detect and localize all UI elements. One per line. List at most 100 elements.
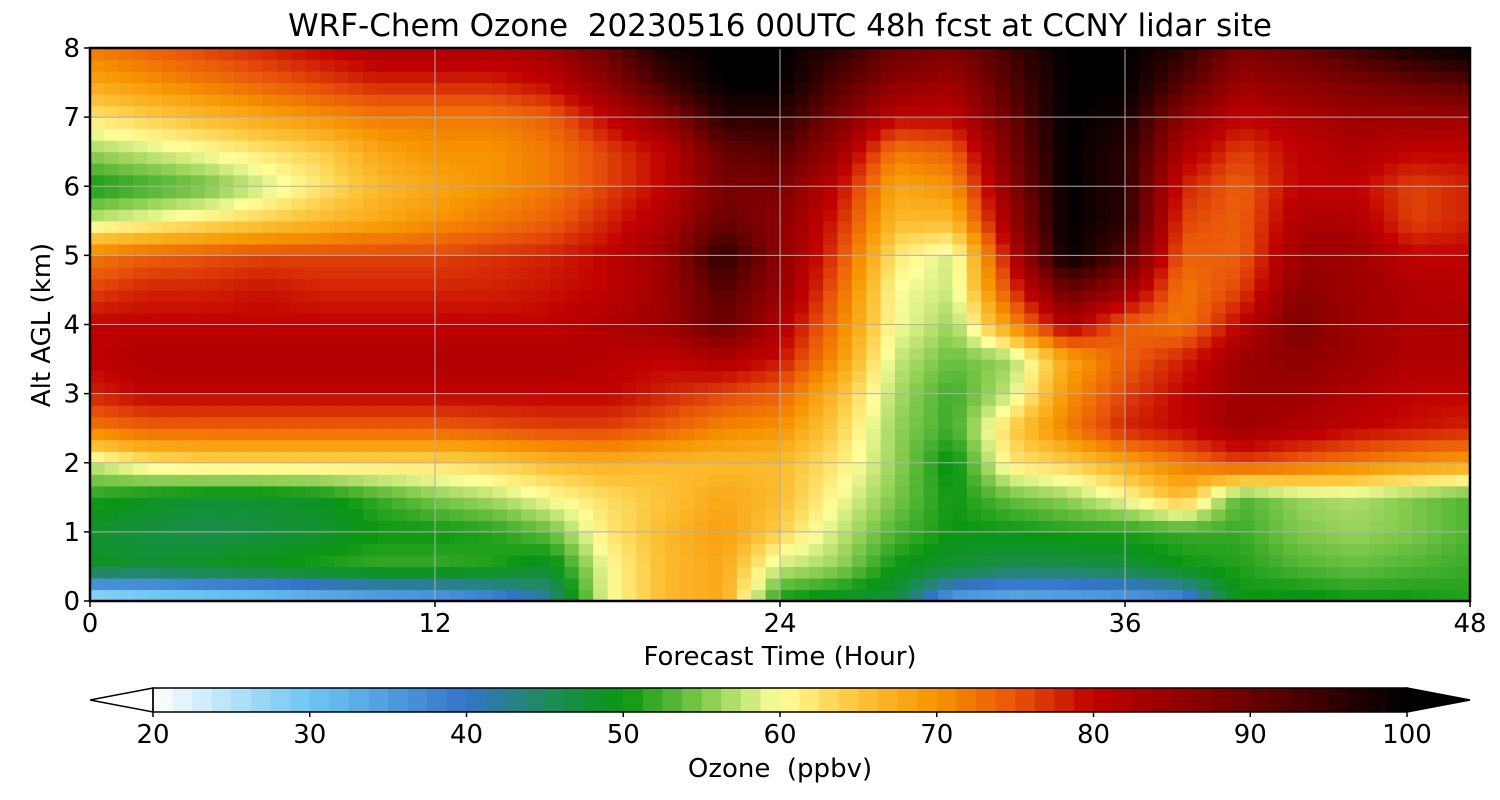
heatmap-cell bbox=[665, 128, 680, 141]
heatmap-cell bbox=[1182, 197, 1198, 210]
heatmap-cell bbox=[1455, 105, 1470, 118]
heatmap-cell bbox=[578, 439, 594, 452]
heatmap-cell bbox=[751, 336, 767, 349]
heatmap-cell bbox=[334, 393, 350, 406]
heatmap-cell bbox=[406, 117, 422, 130]
heatmap-cell bbox=[693, 577, 709, 591]
heatmap-cell bbox=[1268, 531, 1284, 544]
heatmap-cell bbox=[1038, 117, 1054, 130]
heatmap-cell bbox=[334, 266, 350, 280]
heatmap-cell bbox=[995, 140, 1011, 153]
heatmap-cell bbox=[851, 140, 867, 153]
heatmap-cell bbox=[1038, 347, 1054, 360]
heatmap-cell bbox=[1340, 59, 1356, 72]
heatmap-cell bbox=[1412, 174, 1428, 187]
heatmap-cell bbox=[377, 416, 393, 429]
heatmap-cell bbox=[363, 416, 379, 429]
heatmap-cell bbox=[104, 416, 120, 429]
heatmap-cell bbox=[147, 71, 163, 84]
heatmap-cell bbox=[262, 197, 278, 210]
heatmap-cell bbox=[621, 359, 637, 372]
y-tick-label: 1 bbox=[63, 518, 80, 548]
heatmap-cell bbox=[880, 416, 896, 429]
heatmap-cell bbox=[205, 209, 220, 222]
heatmap-cell bbox=[1125, 197, 1140, 210]
heatmap-cell bbox=[1426, 151, 1442, 164]
heatmap-cell bbox=[133, 451, 149, 464]
heatmap-cell bbox=[1311, 577, 1327, 591]
heatmap-cell bbox=[593, 416, 609, 429]
colorbar-band bbox=[682, 688, 703, 712]
heatmap-cell bbox=[1168, 255, 1184, 268]
heatmap-cell bbox=[895, 117, 910, 130]
heatmap-cell bbox=[636, 289, 652, 303]
heatmap-cell bbox=[118, 416, 134, 429]
heatmap-cell bbox=[1340, 324, 1356, 337]
heatmap-cell bbox=[205, 497, 220, 510]
heatmap-cell bbox=[305, 370, 321, 383]
heatmap-cell bbox=[1196, 462, 1212, 475]
heatmap-cell bbox=[1024, 209, 1040, 222]
heatmap-cell bbox=[492, 543, 508, 556]
heatmap-cell bbox=[1038, 232, 1054, 245]
heatmap-cell bbox=[1268, 520, 1284, 533]
heatmap-cell bbox=[492, 359, 508, 372]
heatmap-cell bbox=[636, 347, 652, 360]
heatmap-cell bbox=[1038, 382, 1054, 395]
heatmap-cell bbox=[104, 370, 120, 383]
heatmap-cell bbox=[435, 543, 450, 556]
heatmap-cell bbox=[866, 151, 882, 164]
heatmap-cell bbox=[291, 497, 307, 510]
heatmap-cell bbox=[1240, 105, 1255, 118]
heatmap-cell bbox=[736, 531, 752, 544]
heatmap-cell bbox=[794, 186, 810, 199]
heatmap-cell bbox=[205, 174, 220, 187]
heatmap-cell bbox=[1311, 197, 1327, 210]
heatmap-cell bbox=[478, 520, 494, 533]
heatmap-cell bbox=[665, 278, 680, 291]
heatmap-cell bbox=[1168, 71, 1184, 84]
heatmap-cell bbox=[1383, 278, 1399, 291]
heatmap-cell bbox=[995, 163, 1011, 176]
heatmap-cell bbox=[305, 543, 321, 556]
heatmap-cell bbox=[1426, 497, 1442, 510]
heatmap-cell bbox=[1081, 209, 1097, 222]
colorbar-band bbox=[172, 688, 193, 712]
heatmap-cell bbox=[161, 370, 177, 383]
heatmap-cell bbox=[1441, 439, 1457, 452]
heatmap-cell bbox=[636, 589, 652, 601]
heatmap-cell bbox=[1383, 451, 1399, 464]
heatmap-cell bbox=[966, 255, 982, 268]
heatmap-cell bbox=[1355, 289, 1370, 303]
heatmap-cell bbox=[952, 497, 968, 510]
heatmap-cell bbox=[1268, 59, 1284, 72]
heatmap-cell bbox=[751, 82, 767, 95]
heatmap-cell bbox=[851, 359, 867, 372]
heatmap-cell bbox=[248, 451, 264, 464]
heatmap-cell bbox=[1412, 209, 1428, 222]
heatmap-cell bbox=[1168, 186, 1184, 199]
heatmap-cell bbox=[276, 232, 292, 245]
heatmap-cell bbox=[880, 151, 896, 164]
heatmap-cell bbox=[564, 209, 580, 222]
heatmap-cell bbox=[981, 94, 997, 107]
heatmap-cell bbox=[406, 543, 422, 556]
heatmap-cell bbox=[276, 405, 292, 418]
heatmap-cell bbox=[233, 312, 249, 326]
heatmap-cell bbox=[1053, 255, 1069, 268]
heatmap-cell bbox=[837, 531, 853, 544]
heatmap-cell bbox=[621, 336, 637, 349]
heatmap-cell bbox=[233, 439, 249, 452]
heatmap-cell bbox=[1182, 128, 1198, 141]
heatmap-cell bbox=[1412, 416, 1428, 429]
heatmap-cell bbox=[909, 117, 925, 130]
heatmap-cell bbox=[233, 497, 249, 510]
heatmap-cell bbox=[492, 405, 508, 418]
heatmap-cell bbox=[708, 497, 724, 510]
heatmap-cell bbox=[1081, 359, 1097, 372]
heatmap-cell bbox=[1081, 174, 1097, 187]
heatmap-cell bbox=[1125, 531, 1140, 544]
heatmap-cell bbox=[564, 59, 580, 72]
heatmap-cell bbox=[262, 462, 278, 475]
heatmap-cell bbox=[406, 220, 422, 233]
